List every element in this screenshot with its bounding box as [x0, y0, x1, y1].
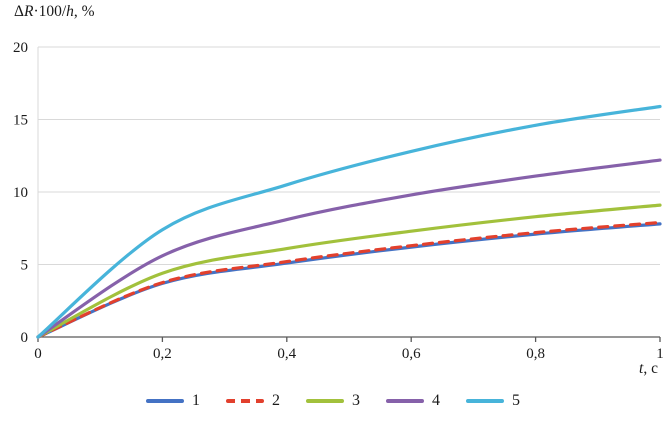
y-tick-label: 20: [13, 40, 28, 56]
legend-swatch-1: [146, 399, 184, 403]
legend-item-1: 1: [146, 392, 200, 410]
series-line-4: [36, 158, 662, 339]
y-axis-title-part: h: [66, 3, 74, 20]
legend-swatch-2: [226, 399, 264, 403]
x-axis-title-part: , c: [643, 360, 658, 377]
y-axis-title-part: , %: [73, 3, 95, 20]
series-line-3: [36, 203, 662, 339]
y-axis-title-part: R: [23, 3, 34, 20]
legend-item-2: 2: [226, 392, 280, 410]
x-tick-label: 1: [656, 346, 664, 362]
legend-swatch-3: [306, 399, 344, 403]
series-line-2: [36, 220, 662, 339]
x-tick-label: 0: [34, 346, 42, 362]
x-tick-label: 0,6: [402, 346, 421, 362]
x-tick-label: 0,2: [153, 346, 172, 362]
x-tick-label: 0,4: [277, 346, 296, 362]
y-tick-label: 5: [21, 258, 29, 274]
chart-svg: 0 5 10 15 20 0 0,2 0,4 0,6 0,8 1: [13, 40, 664, 362]
y-axis-title-part: ·100/: [33, 3, 67, 20]
legend-item-4: 4: [386, 392, 440, 410]
y-axis-title: ΔR·100/h, %: [14, 3, 95, 21]
legend-item-3: 3: [306, 392, 360, 410]
x-axis-title: t, c: [639, 360, 658, 378]
legend-item-5: 5: [466, 392, 520, 410]
legend-swatch-4: [386, 399, 424, 403]
y-tick-label: 10: [13, 185, 28, 201]
chart-legend: 1 2 3 4 5: [0, 392, 666, 410]
y-tick-label: 0: [21, 330, 29, 346]
legend-label-3: 3: [352, 392, 360, 409]
legend-label-5: 5: [512, 392, 520, 409]
legend-label-2: 2: [272, 392, 280, 409]
legend-swatch-5: [466, 399, 504, 403]
series-line-5: [36, 104, 662, 339]
legend-label-4: 4: [432, 392, 440, 409]
x-tick-label: 0,8: [526, 346, 545, 362]
legend-label-1: 1: [192, 392, 200, 409]
x-axis-title-part: t: [639, 360, 644, 377]
y-axis-title-part: Δ: [14, 3, 24, 20]
y-tick-label: 15: [13, 113, 28, 129]
